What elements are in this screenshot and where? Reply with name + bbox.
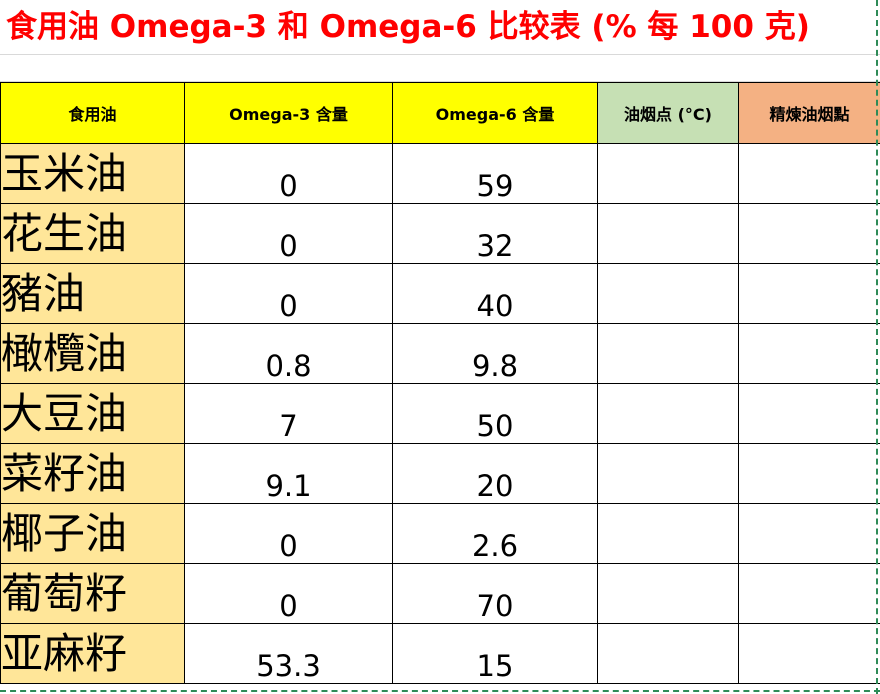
oil-name-cell[interactable]: 亚麻籽 [0, 623, 185, 684]
table-row: 玉米油 0 59 [0, 143, 880, 204]
refined-smoke-point-cell[interactable] [738, 623, 880, 684]
omega3-cell[interactable]: 0 [184, 143, 393, 204]
omega3-cell[interactable]: 0 [184, 263, 393, 324]
oil-name-cell[interactable]: 葡萄籽 [0, 563, 185, 624]
oil-name-cell[interactable]: 大豆油 [0, 383, 185, 444]
selection-border-bottom [0, 690, 880, 692]
omega6-cell[interactable]: 32 [392, 203, 598, 264]
omega6-cell[interactable]: 20 [392, 443, 598, 504]
header-omega6[interactable]: Omega-6 含量 [392, 82, 598, 144]
oil-name-cell[interactable]: 玉米油 [0, 143, 185, 204]
smoke-point-cell[interactable] [597, 323, 739, 384]
oil-comparison-table: 食用油 Omega-3 含量 Omega-6 含量 油烟点 (°C) 精煉油烟點… [0, 82, 880, 684]
page-title: 食用油 Omega-3 和 Omega-6 比较表 (% 每 100 克) [6, 9, 810, 45]
header-refined-smoke-point[interactable]: 精煉油烟點 [738, 82, 880, 144]
smoke-point-cell[interactable] [597, 263, 739, 324]
omega6-cell[interactable]: 2.6 [392, 503, 598, 564]
omega3-cell[interactable]: 0.8 [184, 323, 393, 384]
omega3-cell[interactable]: 9.1 [184, 443, 393, 504]
selection-border-right [876, 0, 878, 694]
oil-name-cell[interactable]: 花生油 [0, 203, 185, 264]
refined-smoke-point-cell[interactable] [738, 563, 880, 624]
header-omega3[interactable]: Omega-3 含量 [184, 82, 393, 144]
omega6-cell[interactable]: 50 [392, 383, 598, 444]
header-oil[interactable]: 食用油 [0, 82, 185, 144]
refined-smoke-point-cell[interactable] [738, 323, 880, 384]
smoke-point-cell[interactable] [597, 203, 739, 264]
omega6-cell[interactable]: 9.8 [392, 323, 598, 384]
smoke-point-cell[interactable] [597, 503, 739, 564]
table-row: 葡萄籽 0 70 [0, 563, 880, 624]
omega6-cell[interactable]: 70 [392, 563, 598, 624]
refined-smoke-point-cell[interactable] [738, 203, 880, 264]
smoke-point-cell[interactable] [597, 143, 739, 204]
smoke-point-cell[interactable] [597, 563, 739, 624]
omega6-cell[interactable]: 59 [392, 143, 598, 204]
omega3-cell[interactable]: 7 [184, 383, 393, 444]
omega3-cell[interactable]: 0 [184, 203, 393, 264]
oil-name-cell[interactable]: 豬油 [0, 263, 185, 324]
smoke-point-cell[interactable] [597, 383, 739, 444]
oil-name-cell[interactable]: 橄欖油 [0, 323, 185, 384]
table-row: 花生油 0 32 [0, 203, 880, 264]
refined-smoke-point-cell[interactable] [738, 263, 880, 324]
header-smoke-point[interactable]: 油烟点 (°C) [597, 82, 739, 144]
omega6-cell[interactable]: 40 [392, 263, 598, 324]
refined-smoke-point-cell[interactable] [738, 503, 880, 564]
table-row: 菜籽油 9.1 20 [0, 443, 880, 504]
oil-name-cell[interactable]: 椰子油 [0, 503, 185, 564]
smoke-point-cell[interactable] [597, 443, 739, 504]
refined-smoke-point-cell[interactable] [738, 143, 880, 204]
refined-smoke-point-cell[interactable] [738, 443, 880, 504]
oil-name-cell[interactable]: 菜籽油 [0, 443, 185, 504]
omega3-cell[interactable]: 0 [184, 503, 393, 564]
table-row: 豬油 0 40 [0, 263, 880, 324]
header-row: 食用油 Omega-3 含量 Omega-6 含量 油烟点 (°C) 精煉油烟點 [0, 82, 880, 144]
table-row: 橄欖油 0.8 9.8 [0, 323, 880, 384]
table-row: 椰子油 0 2.6 [0, 503, 880, 564]
table-row: 大豆油 7 50 [0, 383, 880, 444]
blank-spreadsheet-row[interactable] [0, 54, 880, 82]
omega6-cell[interactable]: 15 [392, 623, 598, 684]
omega3-cell[interactable]: 0 [184, 563, 393, 624]
table-row: 亚麻籽 53.3 15 [0, 623, 880, 684]
refined-smoke-point-cell[interactable] [738, 383, 880, 444]
omega3-cell[interactable]: 53.3 [184, 623, 393, 684]
smoke-point-cell[interactable] [597, 623, 739, 684]
